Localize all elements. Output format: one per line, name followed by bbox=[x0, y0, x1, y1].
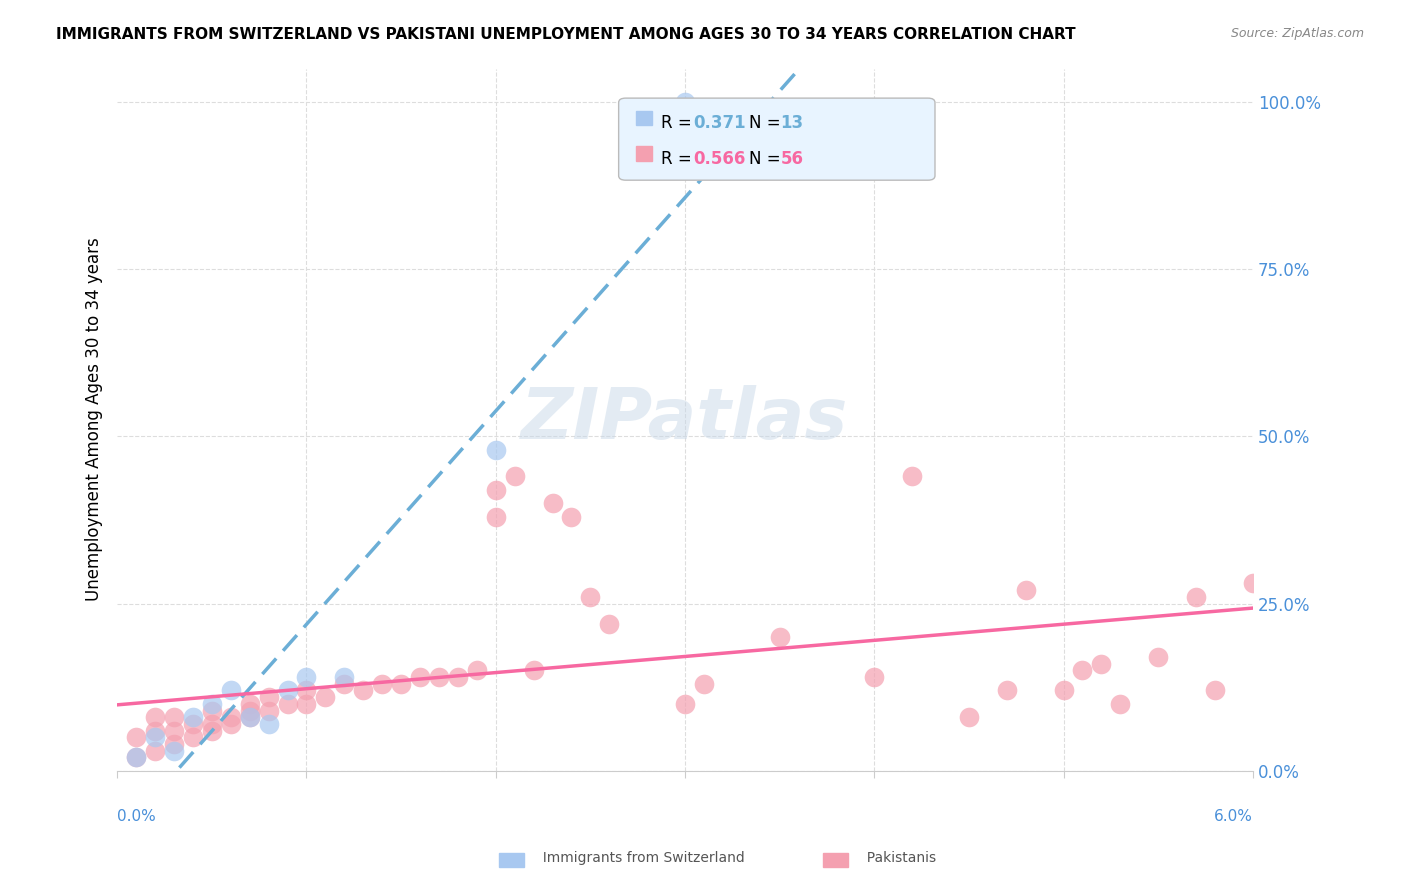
Point bbox=[257, 704, 280, 718]
Point bbox=[295, 670, 318, 684]
Point bbox=[863, 670, 886, 684]
Point bbox=[1090, 657, 1112, 671]
Point bbox=[143, 744, 166, 758]
Text: IMMIGRANTS FROM SWITZERLAND VS PAKISTANI UNEMPLOYMENT AMONG AGES 30 TO 34 YEARS : IMMIGRANTS FROM SWITZERLAND VS PAKISTANI… bbox=[56, 27, 1076, 42]
Point bbox=[143, 710, 166, 724]
Point bbox=[1052, 683, 1074, 698]
Point bbox=[560, 509, 582, 524]
Point bbox=[333, 670, 356, 684]
Point bbox=[201, 717, 224, 731]
Point bbox=[485, 442, 508, 457]
Text: ZIPatlas: ZIPatlas bbox=[522, 385, 849, 454]
Point bbox=[143, 731, 166, 745]
Point bbox=[181, 717, 204, 731]
Point bbox=[163, 744, 186, 758]
Text: 0.0%: 0.0% bbox=[117, 809, 156, 824]
Point bbox=[219, 710, 242, 724]
Point bbox=[541, 496, 564, 510]
Point bbox=[201, 723, 224, 738]
Point bbox=[485, 483, 508, 497]
Text: N =: N = bbox=[749, 150, 786, 168]
Point bbox=[125, 750, 148, 764]
Point bbox=[333, 677, 356, 691]
Point bbox=[125, 731, 148, 745]
Point bbox=[143, 723, 166, 738]
Point bbox=[447, 670, 470, 684]
Point bbox=[201, 704, 224, 718]
Point bbox=[1015, 583, 1038, 598]
Point bbox=[1071, 664, 1094, 678]
Point bbox=[1147, 650, 1170, 665]
Point bbox=[503, 469, 526, 483]
Point bbox=[1185, 590, 1208, 604]
Point bbox=[673, 697, 696, 711]
Point bbox=[163, 723, 186, 738]
Text: Pakistanis: Pakistanis bbox=[858, 851, 936, 865]
Point bbox=[219, 717, 242, 731]
Point bbox=[465, 664, 488, 678]
Text: Source: ZipAtlas.com: Source: ZipAtlas.com bbox=[1230, 27, 1364, 40]
Point bbox=[314, 690, 336, 705]
Point bbox=[673, 95, 696, 109]
Text: 0.371: 0.371 bbox=[693, 114, 745, 132]
Point bbox=[1109, 697, 1132, 711]
Point bbox=[239, 710, 262, 724]
Point bbox=[995, 683, 1018, 698]
Text: 56: 56 bbox=[780, 150, 803, 168]
Y-axis label: Unemployment Among Ages 30 to 34 years: Unemployment Among Ages 30 to 34 years bbox=[86, 238, 103, 601]
Point bbox=[1241, 576, 1264, 591]
Point bbox=[277, 697, 299, 711]
Point bbox=[257, 690, 280, 705]
Point bbox=[427, 670, 450, 684]
Point bbox=[693, 677, 716, 691]
Point bbox=[125, 750, 148, 764]
Text: N =: N = bbox=[749, 114, 786, 132]
Point bbox=[389, 677, 412, 691]
Text: 0.566: 0.566 bbox=[693, 150, 745, 168]
Point bbox=[277, 683, 299, 698]
Point bbox=[409, 670, 432, 684]
Point bbox=[239, 710, 262, 724]
Point bbox=[371, 677, 394, 691]
Point bbox=[957, 710, 980, 724]
Point bbox=[163, 737, 186, 751]
Point bbox=[239, 697, 262, 711]
Point bbox=[579, 590, 602, 604]
Point bbox=[181, 710, 204, 724]
Point bbox=[523, 664, 546, 678]
Text: 6.0%: 6.0% bbox=[1213, 809, 1253, 824]
Point bbox=[1204, 683, 1226, 698]
Point bbox=[181, 731, 204, 745]
Text: 13: 13 bbox=[780, 114, 803, 132]
Point bbox=[239, 704, 262, 718]
Point bbox=[598, 616, 620, 631]
Point bbox=[219, 683, 242, 698]
Point bbox=[163, 710, 186, 724]
Point bbox=[295, 697, 318, 711]
Point bbox=[769, 630, 792, 644]
Point bbox=[295, 683, 318, 698]
Point bbox=[257, 717, 280, 731]
Text: R =: R = bbox=[661, 114, 697, 132]
Text: R =: R = bbox=[661, 150, 697, 168]
Point bbox=[352, 683, 374, 698]
Point bbox=[201, 697, 224, 711]
Point bbox=[485, 509, 508, 524]
Point bbox=[901, 469, 924, 483]
Text: Immigrants from Switzerland: Immigrants from Switzerland bbox=[534, 851, 745, 865]
